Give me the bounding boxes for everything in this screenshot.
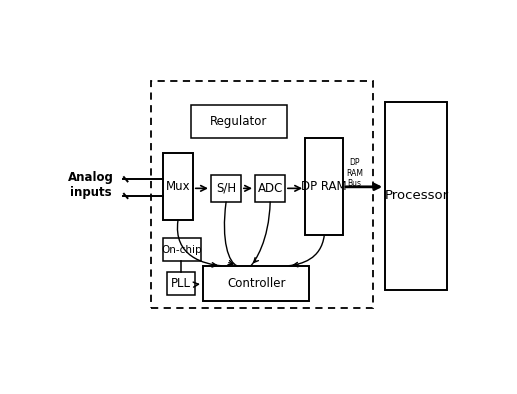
Text: Regulator: Regulator bbox=[210, 115, 268, 128]
Bar bbox=[163, 153, 193, 220]
Text: Controller: Controller bbox=[227, 277, 285, 290]
Bar bbox=[255, 175, 285, 202]
Bar bbox=[305, 138, 343, 235]
Bar bbox=[385, 102, 447, 290]
Bar bbox=[167, 272, 195, 295]
Bar bbox=[211, 175, 241, 202]
Text: PLL: PLL bbox=[171, 277, 191, 290]
Text: ADC: ADC bbox=[257, 182, 283, 195]
Text: Analog
inputs: Analog inputs bbox=[68, 171, 114, 199]
Bar bbox=[163, 238, 201, 261]
Text: On-chip: On-chip bbox=[162, 245, 202, 255]
Text: S/H: S/H bbox=[216, 182, 236, 195]
Text: Mux: Mux bbox=[166, 180, 190, 193]
Bar bbox=[203, 266, 309, 301]
Text: DP
RAM
Bus: DP RAM Bus bbox=[346, 158, 363, 188]
Bar bbox=[151, 81, 373, 308]
Text: Processor: Processor bbox=[384, 190, 448, 203]
Text: DP RAM: DP RAM bbox=[301, 180, 347, 193]
Bar bbox=[191, 105, 287, 138]
